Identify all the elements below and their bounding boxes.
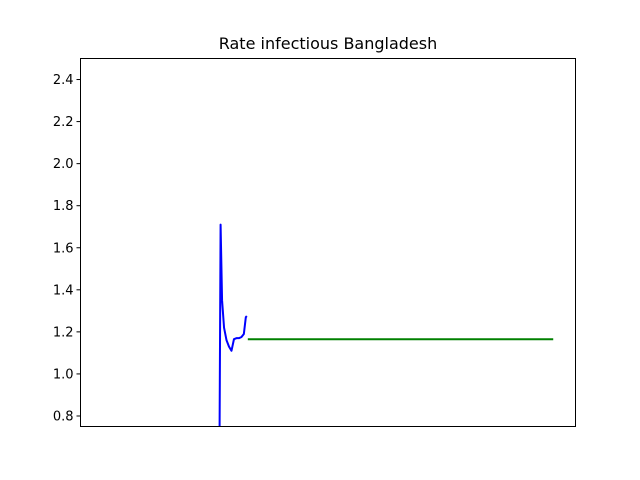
y-tick-label: 1.8: [53, 199, 74, 214]
plot-area: [218, 223, 554, 427]
axes-frame: [80, 58, 576, 427]
y-tick-label: 1.2: [53, 325, 74, 340]
y-tick-label: 1.0: [53, 367, 74, 382]
y-tick-label: 0.8: [53, 409, 74, 424]
series-line-1: [218, 223, 248, 427]
y-tick-label: 2.2: [53, 115, 74, 130]
y-axis: 0.8 1.0 1.2 1.4 1.6 1.8 2.0 2.2 2.4: [53, 73, 81, 424]
y-tick-label: 1.4: [53, 283, 74, 298]
chart-title: Rate infectious Bangladesh: [219, 34, 438, 53]
y-tick-label: 2.0: [53, 157, 74, 172]
y-tick-label: 2.4: [53, 73, 74, 88]
y-tick-label: 1.6: [53, 241, 74, 256]
